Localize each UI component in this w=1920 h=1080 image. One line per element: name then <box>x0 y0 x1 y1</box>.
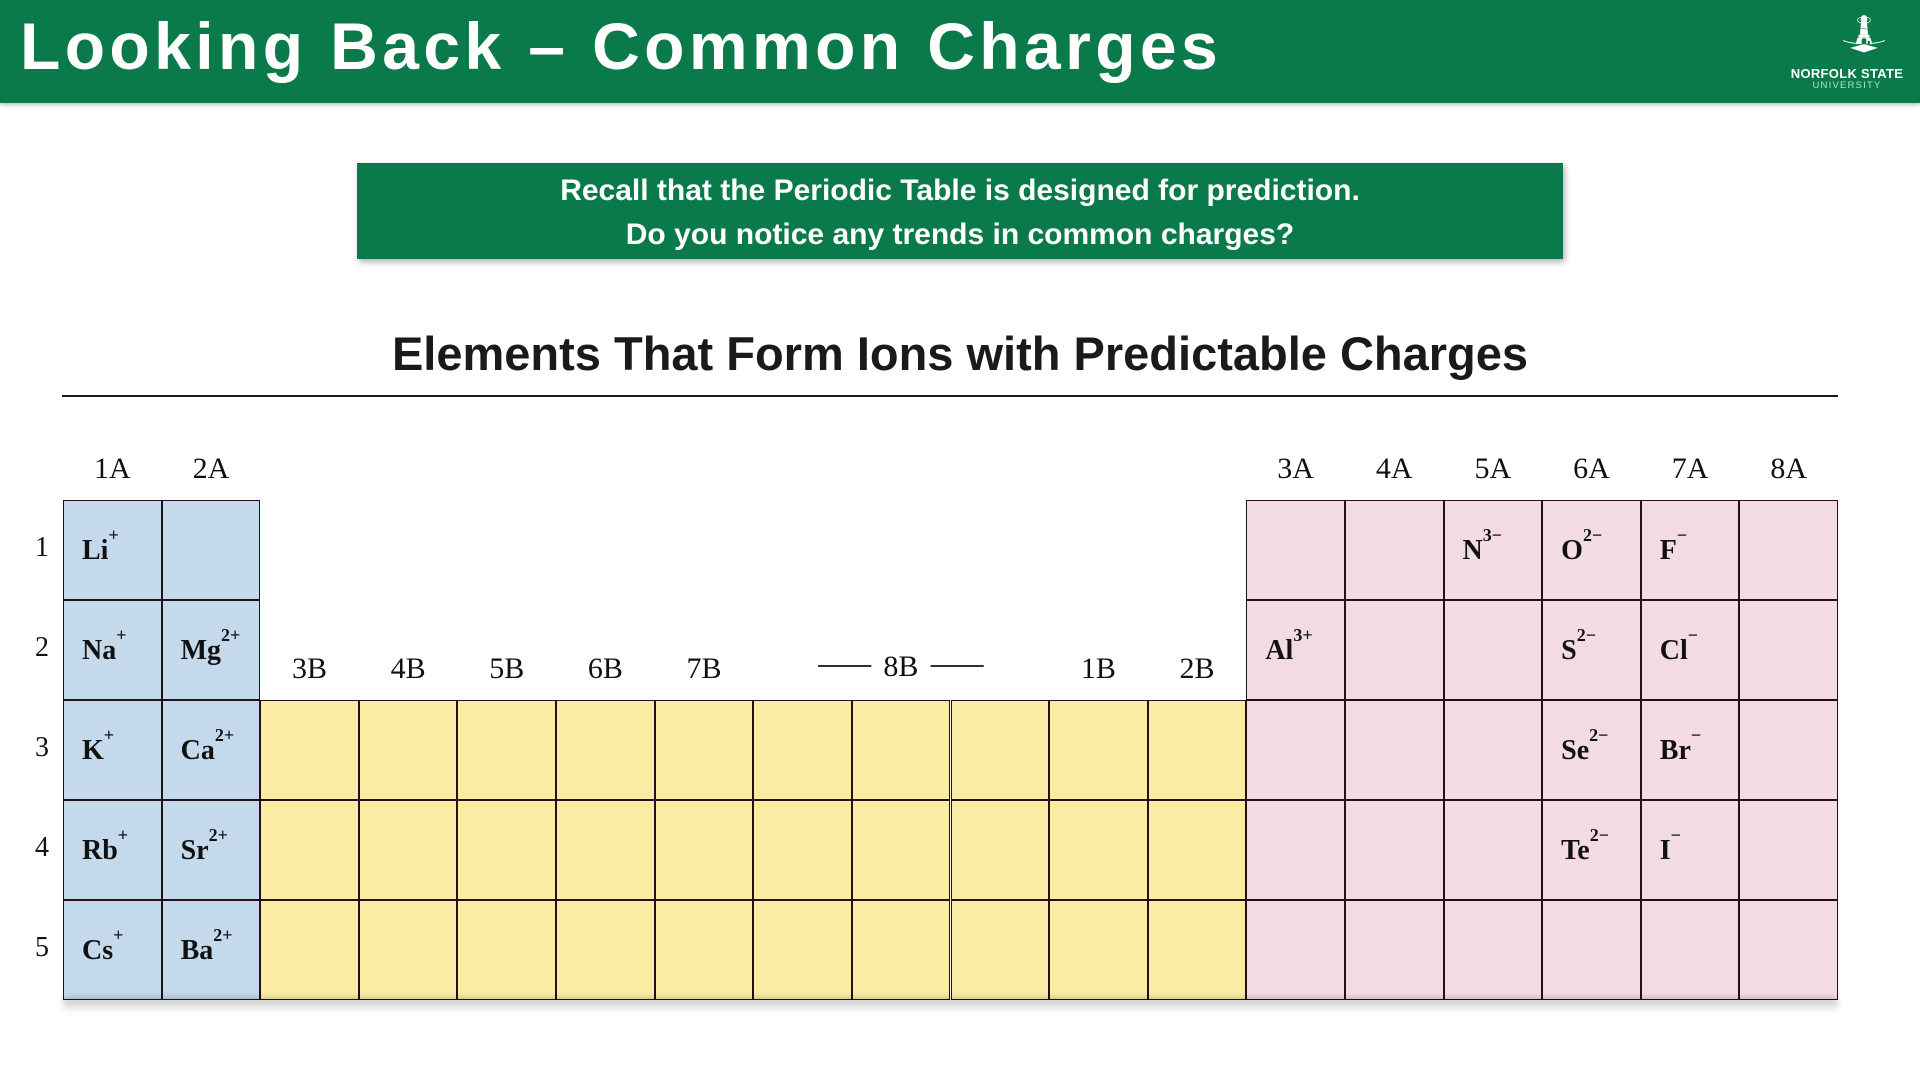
svg-text:8B: 8B <box>884 650 919 683</box>
